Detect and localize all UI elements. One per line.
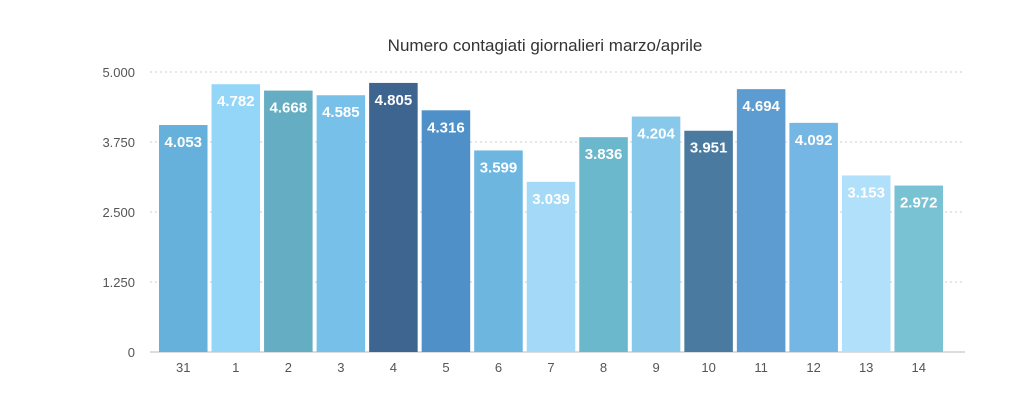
data-label: 4.204 bbox=[637, 126, 675, 143]
data-label: 4.585 bbox=[322, 104, 360, 121]
x-tick-label: 31 bbox=[176, 360, 190, 375]
data-label: 2.972 bbox=[900, 195, 938, 212]
x-tick-label: 6 bbox=[495, 360, 502, 375]
bar bbox=[159, 125, 208, 352]
x-tick-label: 14 bbox=[911, 360, 925, 375]
bars bbox=[159, 82, 943, 353]
bar bbox=[894, 185, 943, 352]
bar bbox=[789, 122, 838, 353]
x-tick-label: 4 bbox=[390, 360, 397, 375]
x-tick-label: 11 bbox=[754, 360, 768, 375]
bar bbox=[474, 150, 523, 352]
data-label: 4.053 bbox=[164, 134, 202, 151]
data-label: 3.039 bbox=[532, 191, 570, 208]
x-tick-label: 9 bbox=[652, 360, 659, 375]
data-label: 3.153 bbox=[847, 184, 885, 201]
x-axis-tick-labels: 31 1 2 3 4 5 6 7 8 9 10 11 12 13 14 bbox=[176, 360, 926, 375]
bar bbox=[369, 82, 418, 353]
y-tick-label: 2.500 bbox=[102, 205, 135, 220]
y-tick-label: 5.000 bbox=[102, 65, 135, 80]
x-tick-label: 10 bbox=[701, 360, 715, 375]
bar bbox=[736, 89, 786, 353]
x-tick-label: 7 bbox=[547, 360, 554, 375]
bar bbox=[211, 84, 261, 352]
x-tick-label: 3 bbox=[337, 360, 344, 375]
data-label: 3.599 bbox=[480, 159, 518, 176]
data-label: 3.836 bbox=[585, 146, 623, 163]
data-label: 4.668 bbox=[270, 100, 308, 117]
x-tick-label: 5 bbox=[442, 360, 449, 375]
data-label: 3.951 bbox=[690, 140, 728, 157]
data-labels: 4.053 4.782 4.668 4.585 4.805 4.316 3.599 3.039… bbox=[164, 92, 937, 212]
y-axis-tick-labels: 0 1.250 2.500 3.750 5.000 bbox=[102, 65, 135, 360]
bar bbox=[316, 95, 366, 353]
x-tick-label: 1 bbox=[232, 360, 239, 375]
data-label: 4.782 bbox=[217, 93, 255, 110]
y-tick-label: 1.250 bbox=[102, 275, 135, 290]
data-label: 4.316 bbox=[427, 119, 465, 136]
bar bbox=[526, 181, 576, 352]
x-tick-label: 13 bbox=[859, 360, 873, 375]
y-tick-label: 3.750 bbox=[102, 135, 135, 150]
x-tick-label: 12 bbox=[806, 360, 820, 375]
x-tick-label: 2 bbox=[285, 360, 292, 375]
chart-title: Numero contagiati giornalieri marzo/apri… bbox=[388, 36, 703, 55]
x-tick-label: 8 bbox=[600, 360, 607, 375]
data-label: 4.092 bbox=[795, 132, 833, 149]
data-label: 4.694 bbox=[742, 98, 780, 115]
data-label: 4.805 bbox=[375, 92, 413, 109]
bar bbox=[579, 137, 628, 352]
y-tick-label: 0 bbox=[128, 345, 135, 360]
bar bbox=[421, 110, 471, 352]
bar bbox=[841, 175, 891, 352]
bar bbox=[631, 116, 681, 353]
bar bbox=[264, 90, 313, 352]
bar bbox=[684, 130, 733, 352]
